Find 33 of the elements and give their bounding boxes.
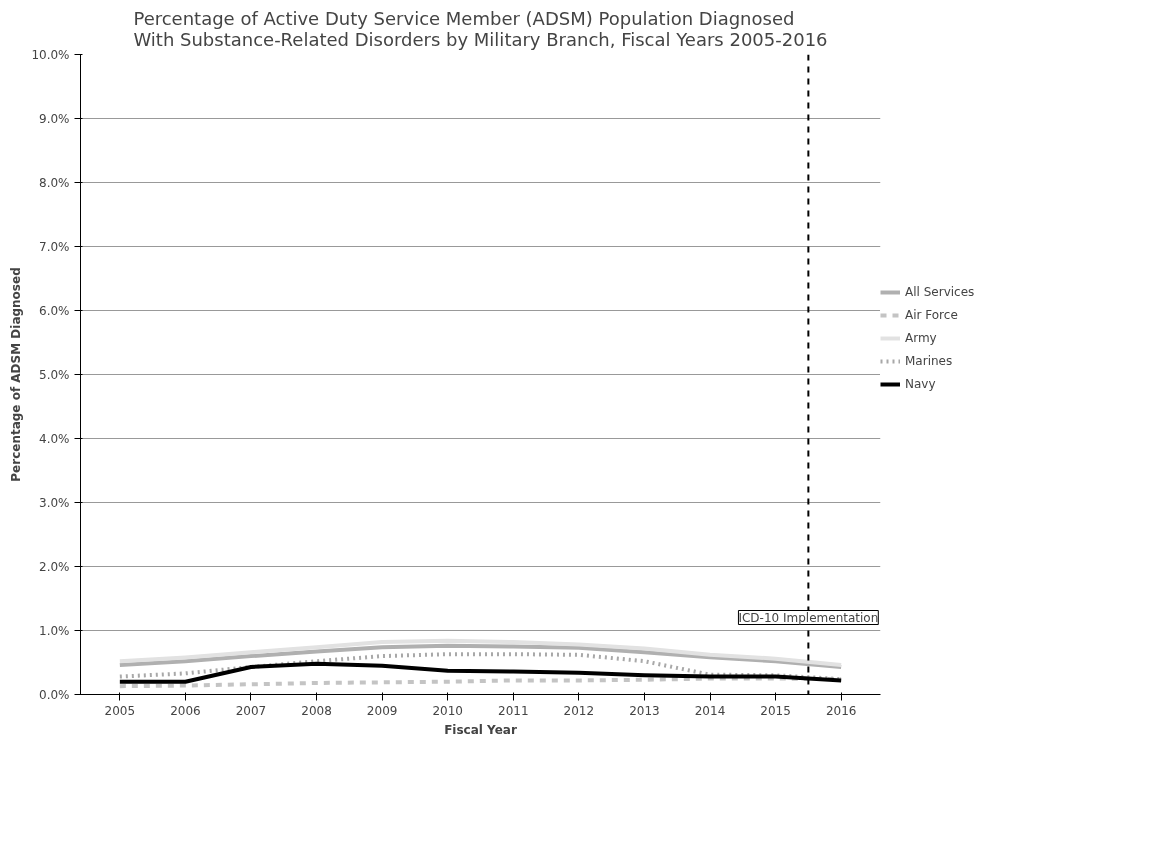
- x-tick-label: 2014: [694, 703, 726, 718]
- x-tick-label: 2013: [629, 703, 660, 718]
- x-axis-title: Fiscal Year: [444, 722, 517, 737]
- y-axis-title: Percentage of ADSM Diagnosed: [9, 267, 24, 482]
- x-tick-label: 2009: [366, 703, 398, 718]
- x-tick-label: 2012: [563, 703, 595, 718]
- legend-label: Navy: [905, 377, 936, 391]
- y-tick-label: 10.0%: [31, 47, 70, 62]
- y-tick-label: 8.0%: [39, 175, 70, 190]
- x-tick-label: 2007: [235, 703, 267, 718]
- y-tick-label: 6.0%: [39, 303, 70, 318]
- y-tick-label: 9.0%: [39, 111, 70, 126]
- chart-title: Percentage of Active Duty Service Member (ADSM) Population Diagnosed With Substance-Related Disorders by Military Branch, Fiscal Years 2005-2016: [133, 7, 828, 50]
- x-tick-label: 2015: [760, 703, 791, 718]
- x-tick-label: 2008: [301, 703, 332, 718]
- y-tick-label: 1.0%: [39, 623, 70, 638]
- legend-label: Army: [905, 331, 937, 345]
- x-tick-label: 2010: [432, 703, 463, 718]
- x-tick-label: 2016: [825, 703, 857, 718]
- y-tick-label: 5.0%: [39, 367, 70, 382]
- legend-label: All Services: [905, 285, 975, 299]
- line-series: [117, 676, 844, 689]
- x-tick-label: 2005: [104, 703, 136, 718]
- legend-label: Air Force: [905, 308, 958, 322]
- y-tick-label: 3.0%: [39, 495, 70, 510]
- y-tick-label: 4.0%: [39, 431, 70, 446]
- ref-line-label: ICD-10 Implementation: [738, 610, 879, 625]
- y-tick-label: 0.0%: [39, 687, 70, 702]
- legend-label: Marines: [905, 354, 953, 368]
- y-tick-label: 7.0%: [39, 239, 70, 254]
- x-tick-label: 2011: [498, 703, 529, 718]
- x-tick-label: 2006: [170, 703, 201, 718]
- y-tick-label: 2.0%: [39, 559, 70, 574]
